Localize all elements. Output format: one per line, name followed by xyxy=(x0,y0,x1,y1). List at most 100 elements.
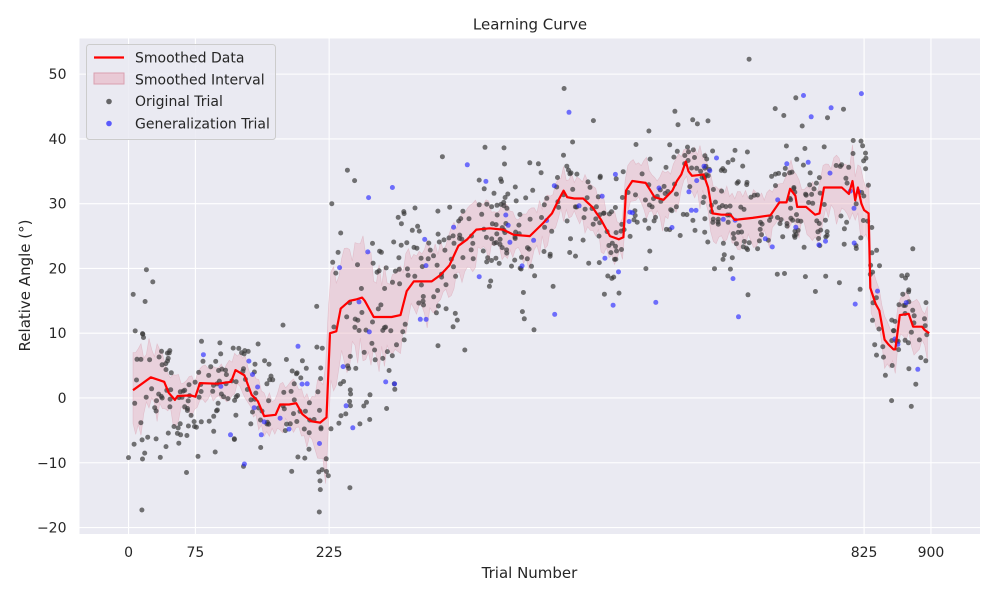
generalization-trial-point xyxy=(858,91,864,97)
generalization-trial-point xyxy=(629,210,635,216)
original-trial-point xyxy=(686,149,691,155)
y-tick-label: 0 xyxy=(58,391,67,407)
generalization-trial-point xyxy=(784,161,790,167)
original-trial-point xyxy=(906,366,912,372)
original-trial-point xyxy=(347,403,353,409)
original-trial-point xyxy=(384,406,390,411)
original-trial-point xyxy=(456,218,462,224)
original-trial-point xyxy=(174,430,180,436)
original-trial-point xyxy=(767,217,772,223)
original-trial-point xyxy=(823,234,829,240)
generalization-trial-point xyxy=(903,300,909,306)
original-trial-point xyxy=(824,229,830,235)
original-trial-point xyxy=(782,271,787,276)
original-trial-point xyxy=(195,453,201,459)
original-trial-point xyxy=(306,400,312,406)
original-trial-point xyxy=(355,262,360,268)
original-trial-point xyxy=(457,232,463,238)
original-trial-point xyxy=(138,420,144,426)
original-trial-point xyxy=(451,264,456,270)
generalization-trial-point xyxy=(793,224,799,230)
original-trial-point xyxy=(494,202,500,208)
original-trial-point xyxy=(799,123,805,129)
original-trial-point xyxy=(435,208,441,214)
original-trial-point xyxy=(890,328,896,334)
original-trial-point xyxy=(788,197,794,203)
original-trial-point xyxy=(698,168,704,174)
generalization-trial-point xyxy=(464,162,470,168)
y-tick-label: 20 xyxy=(49,261,67,277)
original-trial-point xyxy=(167,396,173,402)
original-trial-point xyxy=(719,188,725,194)
original-trial-point xyxy=(908,329,914,335)
original-trial-point xyxy=(386,368,392,373)
original-trial-point xyxy=(341,379,347,384)
original-trial-point xyxy=(590,221,596,227)
original-trial-point xyxy=(416,228,422,234)
original-trial-point xyxy=(317,478,323,484)
original-trial-point xyxy=(317,487,323,493)
trial-points xyxy=(126,56,930,515)
original-trial-point xyxy=(372,357,378,363)
original-trial-point xyxy=(662,191,668,196)
original-trial-point xyxy=(163,367,169,373)
generalization-trial-point xyxy=(851,205,857,211)
generalization-trial-point xyxy=(714,155,719,161)
original-trial-point xyxy=(538,170,544,176)
original-trial-point xyxy=(347,398,353,404)
original-trial-point xyxy=(833,163,839,168)
generalization-trial-point xyxy=(875,288,880,294)
original-trial-point xyxy=(404,266,410,272)
original-trial-point xyxy=(725,159,731,165)
original-trial-point xyxy=(896,302,902,308)
original-trial-point xyxy=(493,240,499,246)
original-trial-point xyxy=(905,340,911,346)
original-trial-point xyxy=(519,309,525,315)
original-trial-point xyxy=(447,204,453,210)
original-trial-point xyxy=(451,240,457,246)
original-trial-point xyxy=(344,314,350,320)
generalization-trial-point xyxy=(730,276,736,282)
original-trial-point xyxy=(299,358,305,364)
original-trial-point xyxy=(177,389,183,395)
original-trial-point xyxy=(497,236,503,242)
original-trial-point xyxy=(157,454,163,460)
original-trial-point xyxy=(702,153,708,159)
generalization-trial-point xyxy=(476,274,482,280)
generalization-trial-point xyxy=(599,193,605,199)
original-trial-point xyxy=(619,195,625,200)
original-trial-point xyxy=(858,235,864,241)
original-trial-point xyxy=(781,113,787,118)
original-trial-point xyxy=(218,351,224,357)
original-trial-point xyxy=(911,313,917,319)
original-trial-point xyxy=(815,229,821,235)
original-trial-point xyxy=(142,450,148,456)
original-trial-point xyxy=(618,228,624,234)
original-trial-point xyxy=(171,424,177,429)
original-trial-point xyxy=(863,150,868,156)
original-trial-point xyxy=(184,470,189,475)
original-trial-point xyxy=(175,425,181,431)
original-trial-point xyxy=(541,249,547,254)
original-trial-point xyxy=(218,391,224,397)
original-trial-point xyxy=(374,269,380,275)
original-trial-point xyxy=(692,227,698,233)
original-trial-point xyxy=(701,194,707,200)
original-trial-point xyxy=(663,164,669,170)
original-trial-point xyxy=(527,216,533,222)
original-trial-point xyxy=(303,365,309,371)
original-trial-point xyxy=(790,217,796,223)
generalization-trial-point xyxy=(686,189,692,195)
original-trial-point xyxy=(314,303,320,309)
original-trial-point xyxy=(899,273,905,279)
original-trial-point xyxy=(616,290,622,296)
original-trial-point xyxy=(619,247,624,252)
original-trial-point xyxy=(435,231,441,237)
original-trial-point xyxy=(690,217,696,223)
generalization-trial-point xyxy=(295,343,301,349)
original-trial-point xyxy=(858,138,864,144)
original-trial-point xyxy=(168,387,174,393)
original-trial-point xyxy=(746,56,752,62)
original-trial-point xyxy=(497,241,503,247)
original-trial-point xyxy=(483,234,489,240)
